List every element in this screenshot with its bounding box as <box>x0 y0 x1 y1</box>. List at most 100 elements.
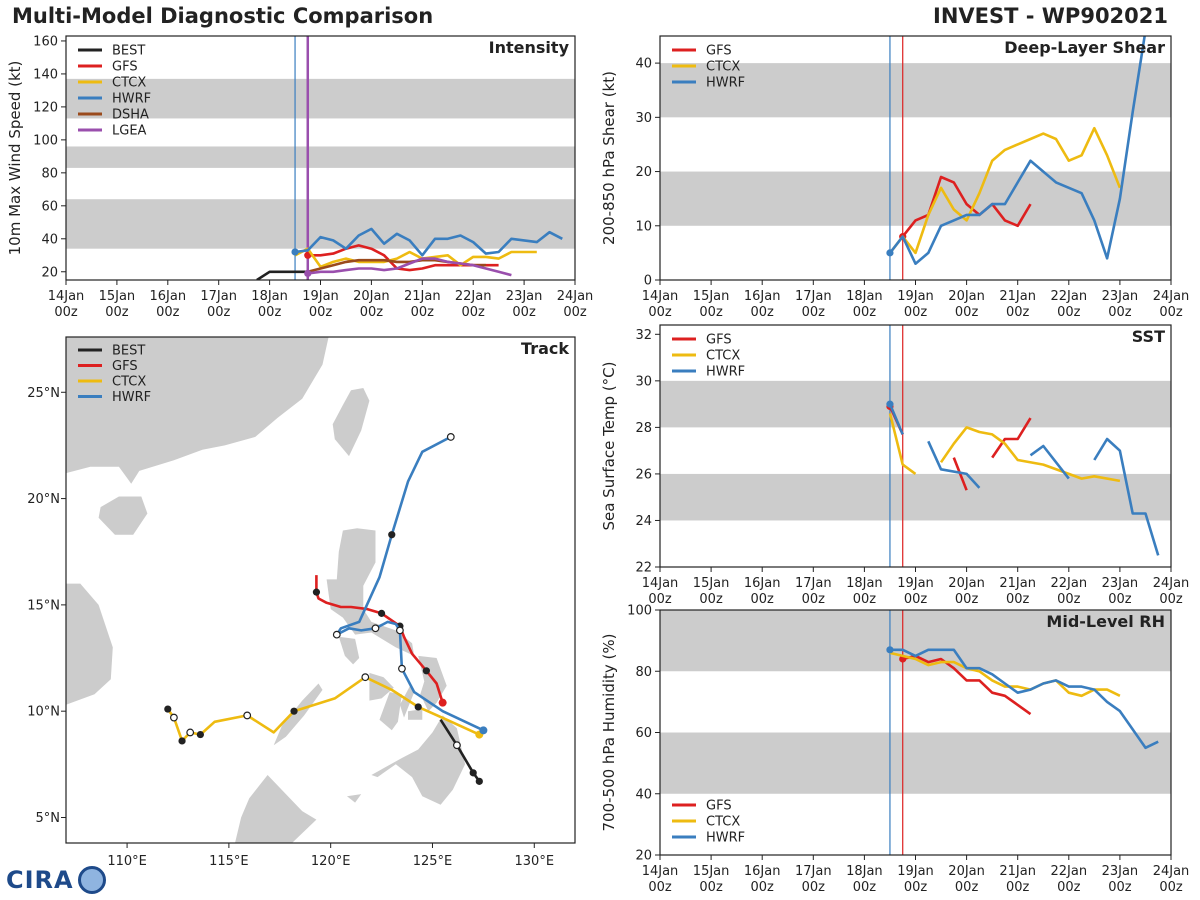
intensity-band-1 <box>66 146 575 168</box>
intensity-line-ctcx <box>294 247 537 269</box>
shear-series-group <box>886 36 1146 266</box>
shear-panel: 01020304014Jan00z15Jan00z16Jan00z17Jan00… <box>600 35 1189 320</box>
rh-line-hwrf <box>890 648 1159 750</box>
intensity-start-point-hwrf <box>291 248 299 256</box>
shear-xtick-label: 23Jan <box>1102 289 1139 304</box>
intensity-xtick-label: 19Jan <box>302 289 339 304</box>
panay-island <box>369 672 394 701</box>
cira-logo: CIRA <box>6 866 74 894</box>
track-point-ctcx <box>414 703 422 711</box>
palawan-island <box>273 683 323 746</box>
intensity-legend-label-hwrf: HWRF <box>112 92 151 107</box>
track-xtick-label: 110°E <box>107 854 147 869</box>
rh-xtick-label: 00z <box>1159 880 1183 895</box>
rh-xtick-label: 00z <box>1006 880 1030 895</box>
rh-ytick-label: 20 <box>635 849 652 864</box>
intensity-ytick-label: 60 <box>41 199 58 214</box>
rh-xtick-label: 19Jan <box>897 864 934 879</box>
storm-id: INVEST - WP902021 <box>933 4 1168 28</box>
sst-xtick-label: 00z <box>699 592 723 607</box>
shear-xtick-label: 00z <box>1108 305 1132 320</box>
intensity-ytick-label: 40 <box>41 232 58 247</box>
sst-title: SST <box>1132 327 1165 346</box>
track-line-gfs <box>315 575 444 704</box>
track-xtick-label: 115°E <box>209 854 249 869</box>
sst-ytick-label: 22 <box>635 561 652 576</box>
track-point-ctcx <box>290 707 298 715</box>
sst-xtick-label: 14Jan <box>642 576 679 591</box>
shear-line-gfs <box>901 175 1032 238</box>
sst-panel: 22242628303214Jan00z15Jan00z16Jan00z17Ja… <box>600 324 1189 607</box>
intensity-series-group <box>256 227 563 280</box>
track-point-hwrf <box>388 531 396 539</box>
sst-legend-label-ctcx: CTCX <box>706 349 740 364</box>
shear-xtick-label: 00z <box>751 305 775 320</box>
intensity-xtick-label: 16Jan <box>150 289 187 304</box>
track-point-ctcx <box>170 713 178 722</box>
luzon-island <box>326 528 415 656</box>
intensity-xtick-label: 00z <box>258 305 282 320</box>
rh-ytick-label: 80 <box>635 665 652 680</box>
track-ytick-label: 5°N <box>36 811 61 826</box>
shear-band-1 <box>660 63 1171 118</box>
sst-xtick-label: 23Jan <box>1102 576 1139 591</box>
rh-ylabel: 700-500 hPa Humidity (%) <box>600 633 618 831</box>
sst-band-0 <box>660 473 1171 521</box>
sst-line-hwrf-seg1 <box>927 440 981 489</box>
track-title: Track <box>521 339 569 358</box>
indochina-coast <box>66 583 113 705</box>
rh-xtick-label: 20Jan <box>948 864 985 879</box>
track-legend-label-best: BEST <box>112 344 145 359</box>
shear-legend-label-hwrf: HWRF <box>706 76 745 91</box>
rh-ytick-label: 60 <box>635 726 652 741</box>
shear-start-point-hwrf <box>886 249 894 257</box>
intensity-ytick-label: 20 <box>41 265 58 280</box>
rh-title: Mid-Level RH <box>1046 612 1165 631</box>
shear-xtick-label: 17Jan <box>795 289 832 304</box>
intensity-line-best <box>256 270 308 280</box>
shear-xtick-label: 00z <box>904 305 928 320</box>
rh-band-0 <box>660 732 1171 794</box>
shear-ytick-label: 0 <box>644 274 652 289</box>
intensity-xtick-label: 24Jan <box>557 289 594 304</box>
track-point-ctcx <box>361 673 370 682</box>
intensity-xtick-label: 00z <box>207 305 231 320</box>
track-ytick-label: 25°N <box>27 386 60 401</box>
intensity-legend-label-gfs: GFS <box>112 60 138 75</box>
rh-line-gfs <box>902 654 1032 716</box>
mindanao-island <box>371 715 466 805</box>
intensity-legend-label-best: BEST <box>112 44 145 59</box>
intensity-title: Intensity <box>489 38 570 57</box>
rh-xtick-label: 00z <box>904 880 928 895</box>
shear-ytick-label: 10 <box>635 219 652 234</box>
sst-xtick-label: 00z <box>1057 592 1081 607</box>
borneo-island <box>235 775 317 843</box>
track-line-ctcx <box>166 675 480 743</box>
shear-xtick-label: 21Jan <box>999 289 1036 304</box>
intensity-ytick-label: 140 <box>33 67 58 82</box>
mindoro-island <box>338 636 360 665</box>
shear-xtick-label: 14Jan <box>642 289 679 304</box>
track-point-hwrf <box>371 624 380 633</box>
hainan-island <box>98 496 148 535</box>
sst-ylabel: Sea Surface Temp (°C) <box>600 361 618 530</box>
track-point-ctcx <box>164 705 172 713</box>
shear-xtick-label: 18Jan <box>846 289 883 304</box>
shear-xtick-label: 00z <box>1159 305 1183 320</box>
intensity-legend-label-dsha: DSHA <box>112 108 149 123</box>
sst-ytick-label: 24 <box>635 514 652 529</box>
track-panel: 110°E 115°E 120°E 125°E 130°E 5°N 10°N 15°N 20°N… <box>27 336 576 869</box>
rh-xtick-label: 00z <box>699 880 723 895</box>
rh-panel: 2040608010014Jan00z15Jan00z16Jan00z17Jan… <box>600 604 1189 896</box>
rh-series-group <box>886 646 1159 750</box>
sst-ytick-label: 28 <box>635 421 652 436</box>
track-end-point-gfs <box>438 698 447 707</box>
intensity-panel: 2040608010012014016014Jan00z15Jan00z16Ja… <box>6 34 593 320</box>
track-point-hwrf <box>396 626 404 635</box>
sst-ytick-label: 32 <box>635 328 652 343</box>
track-point-best <box>453 741 461 750</box>
intensity-legend-label-lgea: LGEA <box>112 124 147 139</box>
asia-mainland <box>66 337 329 484</box>
intensity-band-2 <box>66 78 575 119</box>
intensity-xtick-label: 00z <box>105 305 129 320</box>
